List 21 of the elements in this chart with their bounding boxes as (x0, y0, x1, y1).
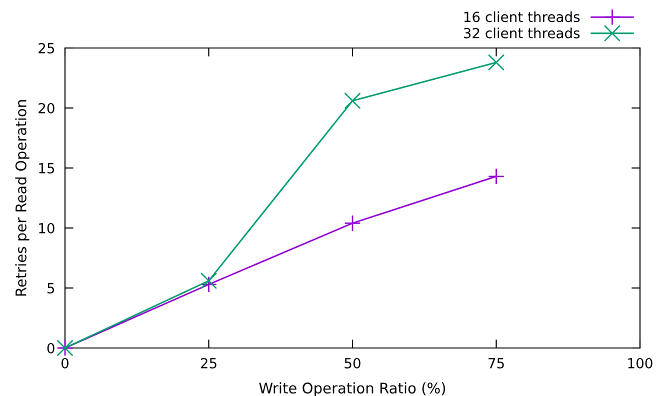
point (344, 214, 361, 232)
x-tick-label: 0 (61, 358, 68, 368)
y-tick-label: 20 (38, 102, 54, 114)
point (344, 92, 361, 110)
y-tick-label: 25 (38, 42, 54, 54)
y-tick-label: 5 (48, 283, 54, 294)
x-axis-title: Write Operation Ratio (%) (259, 382, 446, 396)
x-tick-label: 100 (628, 358, 652, 368)
x-tick-label: 50 (344, 358, 360, 368)
point (488, 168, 505, 185)
x-tick-label: 25 (200, 358, 216, 368)
legend-label: 16 client threads (464, 11, 580, 22)
y-tick-label: 10 (39, 222, 54, 234)
point (200, 276, 218, 293)
y-axis-title: Retries per Read Operation (15, 100, 30, 296)
legend-label: 32 client threads (464, 28, 580, 38)
y-tick-label: 15 (39, 163, 54, 174)
point (200, 272, 218, 290)
point (488, 54, 505, 71)
x-tick-label: 75 (488, 358, 504, 368)
y-tick-label: 0 (47, 342, 54, 354)
